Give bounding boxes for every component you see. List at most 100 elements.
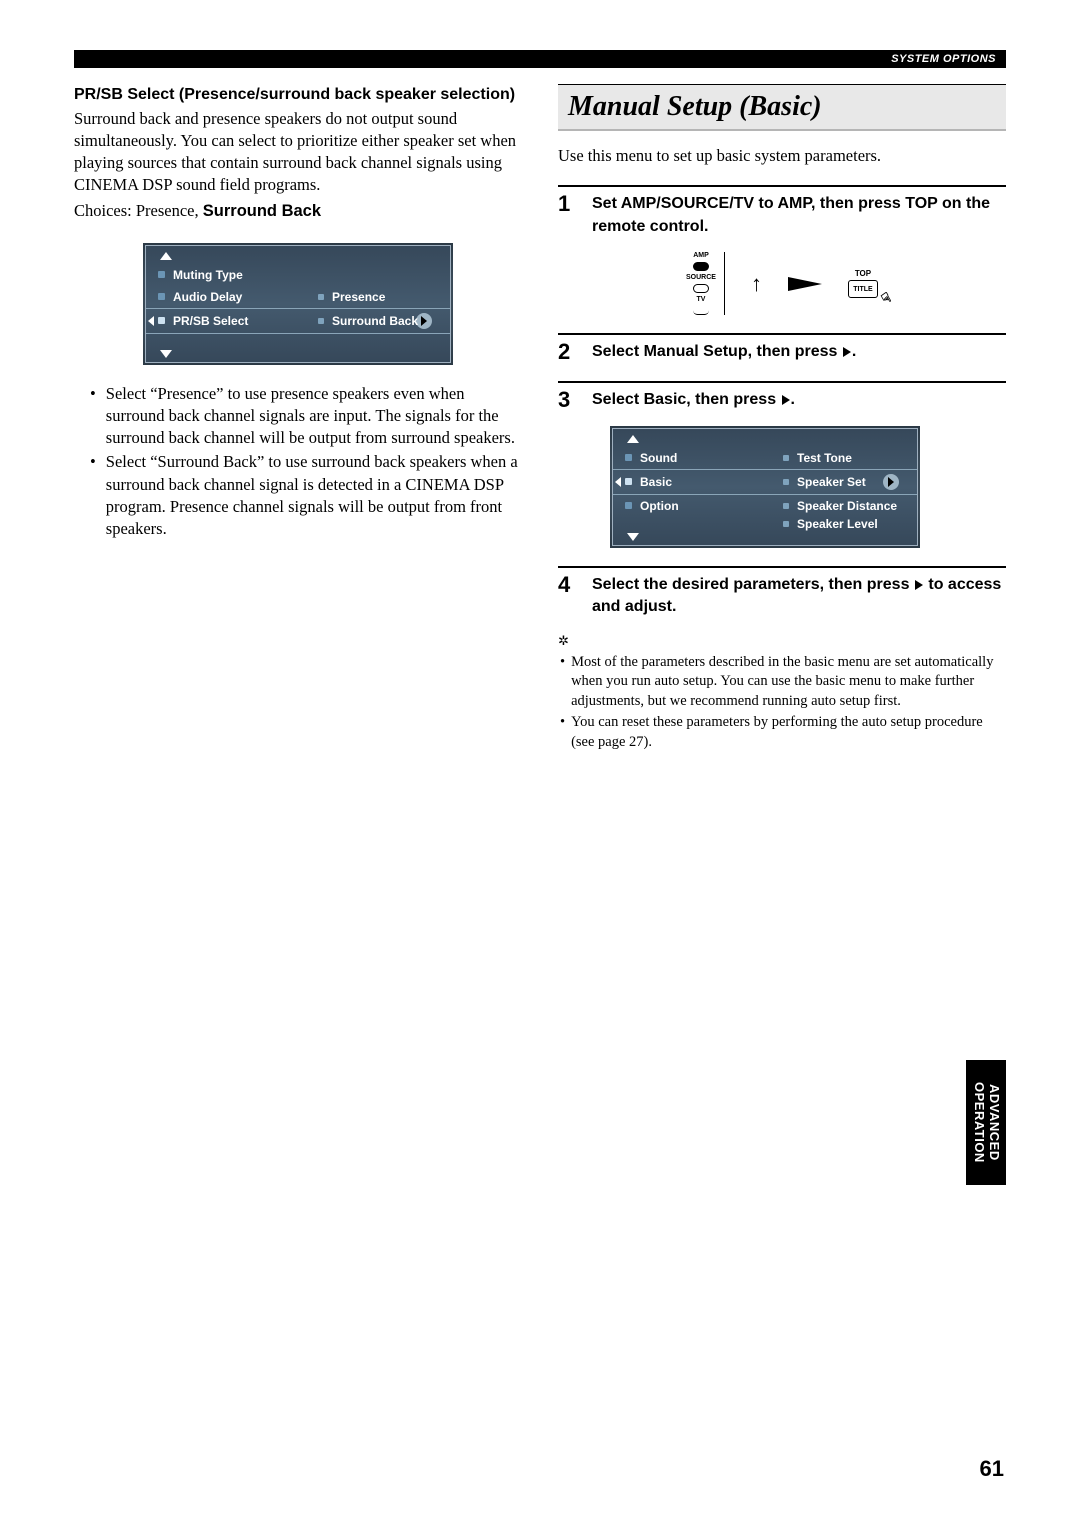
arrow-right-circle xyxy=(416,313,432,329)
list-item: Select “Surround Back” to use surround b… xyxy=(74,451,522,540)
arrow-right-icon xyxy=(421,316,427,326)
step-number: 2 xyxy=(558,341,578,363)
menu-label: Option xyxy=(640,499,679,513)
top-title-button: TITLE ☟ xyxy=(848,280,878,298)
arrow-right-circle xyxy=(883,474,899,490)
submenu-label: Test Tone xyxy=(797,451,852,465)
prsb-bullet-list: Select “Presence” to use presence speake… xyxy=(74,383,522,541)
section-title-bar: Manual Setup (Basic) xyxy=(558,84,1006,131)
scroll-up-icon xyxy=(627,435,639,443)
menu-screenshot-basic: Sound Test Tone Basic Speaker Set xyxy=(610,426,920,548)
side-tab-line2: OPERATION xyxy=(972,1082,987,1163)
menu-screenshot-prsb: Muting Type Audio Delay Presence PR/SB S… xyxy=(143,243,453,365)
step-number: 3 xyxy=(558,389,578,411)
triangle-right-icon xyxy=(915,580,923,590)
list-item: You can reset these parameters by perfor… xyxy=(558,713,1006,752)
bullet-icon xyxy=(783,521,789,527)
triangle-right-icon xyxy=(843,347,851,357)
prsb-paragraph: Surround back and presence speakers do n… xyxy=(74,108,522,197)
section-title: Manual Setup (Basic) xyxy=(568,91,996,123)
step-2: 2 Select Manual Setup, then press . xyxy=(558,333,1006,363)
prsb-choices: Choices: Presence, Surround Back xyxy=(74,201,522,221)
bullet-icon xyxy=(625,502,632,509)
up-arrow-icon: ↑ xyxy=(751,271,762,297)
tv-label: TV xyxy=(697,296,706,303)
choices-bold: Surround Back xyxy=(203,202,321,220)
submenu-speaker-level: Speaker Level xyxy=(783,517,878,531)
note-text: Most of the parameters described in the … xyxy=(571,653,1006,712)
menu-item-sound: Sound Test Tone xyxy=(613,447,917,469)
step-number: 1 xyxy=(558,193,578,238)
step-text-part: Select Manual Setup, then press xyxy=(592,343,842,360)
submenu-label: Speaker Distance xyxy=(797,499,897,513)
flow-arrow-icon xyxy=(788,277,822,291)
step-4: 4 Select the desired parameters, then pr… xyxy=(558,566,1006,619)
header-bar: SYSTEM OPTIONS xyxy=(74,50,1006,68)
menu-item-option: Option Speaker Distance xyxy=(613,495,917,517)
submenu-surround-back: Surround Back xyxy=(318,314,418,328)
arrow-left-icon xyxy=(615,477,621,487)
scroll-up-icon xyxy=(160,252,172,260)
bullet-text: Select “Presence” to use presence speake… xyxy=(106,383,522,450)
bullet-icon xyxy=(625,478,632,485)
submenu-label: Presence xyxy=(332,290,385,304)
list-item: Select “Presence” to use presence speake… xyxy=(74,383,522,450)
submenu-speaker-set: Speaker Set xyxy=(783,475,866,489)
menu-item-muting-type: Muting Type xyxy=(146,264,450,286)
step-3: 3 Select Basic, then press . xyxy=(558,381,1006,411)
bullet-icon xyxy=(158,317,165,324)
submenu-label: Surround Back xyxy=(332,314,418,328)
menu-label: Muting Type xyxy=(173,268,243,282)
left-column: PR/SB Select (Presence/surround back spe… xyxy=(74,84,522,754)
tip-icon: ✲ xyxy=(558,633,1006,649)
step-text: Select the desired parameters, then pres… xyxy=(592,574,1006,619)
top-button-group: TOP TITLE ☟ xyxy=(848,269,878,298)
list-item: Most of the parameters described in the … xyxy=(558,653,1006,712)
step-text-part: Select Basic, then press xyxy=(592,391,781,408)
bullet-icon xyxy=(318,318,324,324)
side-tab-line1: ADVANCED xyxy=(987,1084,1002,1161)
amp-label: AMP xyxy=(693,252,709,259)
step-text: Set AMP/SOURCE/TV to AMP, then press TOP… xyxy=(592,193,1006,238)
header-section-label: SYSTEM OPTIONS xyxy=(891,53,996,65)
triangle-right-icon xyxy=(782,395,790,405)
bullet-icon xyxy=(783,479,789,485)
amp-source-tv-switch: AMP SOURCE TV xyxy=(686,252,725,315)
menu-label: Sound xyxy=(640,451,677,465)
submenu-label: Speaker Level xyxy=(797,517,878,531)
step-text: Select Manual Setup, then press . xyxy=(592,341,856,363)
hand-pointer-icon: ☟ xyxy=(879,289,895,308)
menu-inner: Muting Type Audio Delay Presence PR/SB S… xyxy=(145,245,451,363)
menu-label: Audio Delay xyxy=(173,290,242,304)
bullet-text: Select “Surround Back” to use surround b… xyxy=(106,451,522,540)
menu-item-speaker-level: Speaker Level xyxy=(613,517,917,537)
switch-position-source xyxy=(693,284,709,293)
menu-label: PR/SB Select xyxy=(173,314,248,328)
bullet-icon xyxy=(318,294,324,300)
right-column: Manual Setup (Basic) Use this menu to se… xyxy=(558,84,1006,754)
switch-position-amp xyxy=(693,262,709,271)
switch-position-tv xyxy=(693,306,709,315)
content-columns: PR/SB Select (Presence/surround back spe… xyxy=(74,84,1006,754)
menu-inner: Sound Test Tone Basic Speaker Set xyxy=(612,428,918,546)
choices-prefix: Choices: Presence, xyxy=(74,201,203,220)
menu-label: Basic xyxy=(640,475,672,489)
bullet-icon xyxy=(158,271,165,278)
title-btn-label: TITLE xyxy=(853,286,872,293)
arrow-right-icon xyxy=(888,477,894,487)
scroll-down-icon xyxy=(627,533,639,541)
source-label: SOURCE xyxy=(686,274,716,281)
note-text: You can reset these parameters by perfor… xyxy=(571,713,1006,752)
bullet-icon xyxy=(158,293,165,300)
step-number: 4 xyxy=(558,574,578,619)
notes-list: Most of the parameters described in the … xyxy=(558,653,1006,753)
menu-item-audio-delay: Audio Delay Presence xyxy=(146,286,450,308)
step-text: Select Basic, then press . xyxy=(592,389,795,411)
step-1: 1 Set AMP/SOURCE/TV to AMP, then press T… xyxy=(558,185,1006,238)
bullet-icon xyxy=(783,455,789,461)
bullet-icon xyxy=(625,454,632,461)
side-tab: ADVANCED OPERATION xyxy=(966,1060,1006,1185)
section-intro: Use this menu to set up basic system par… xyxy=(558,145,1006,167)
submenu-presence: Presence xyxy=(318,290,385,304)
submenu-label: Speaker Set xyxy=(797,475,866,489)
